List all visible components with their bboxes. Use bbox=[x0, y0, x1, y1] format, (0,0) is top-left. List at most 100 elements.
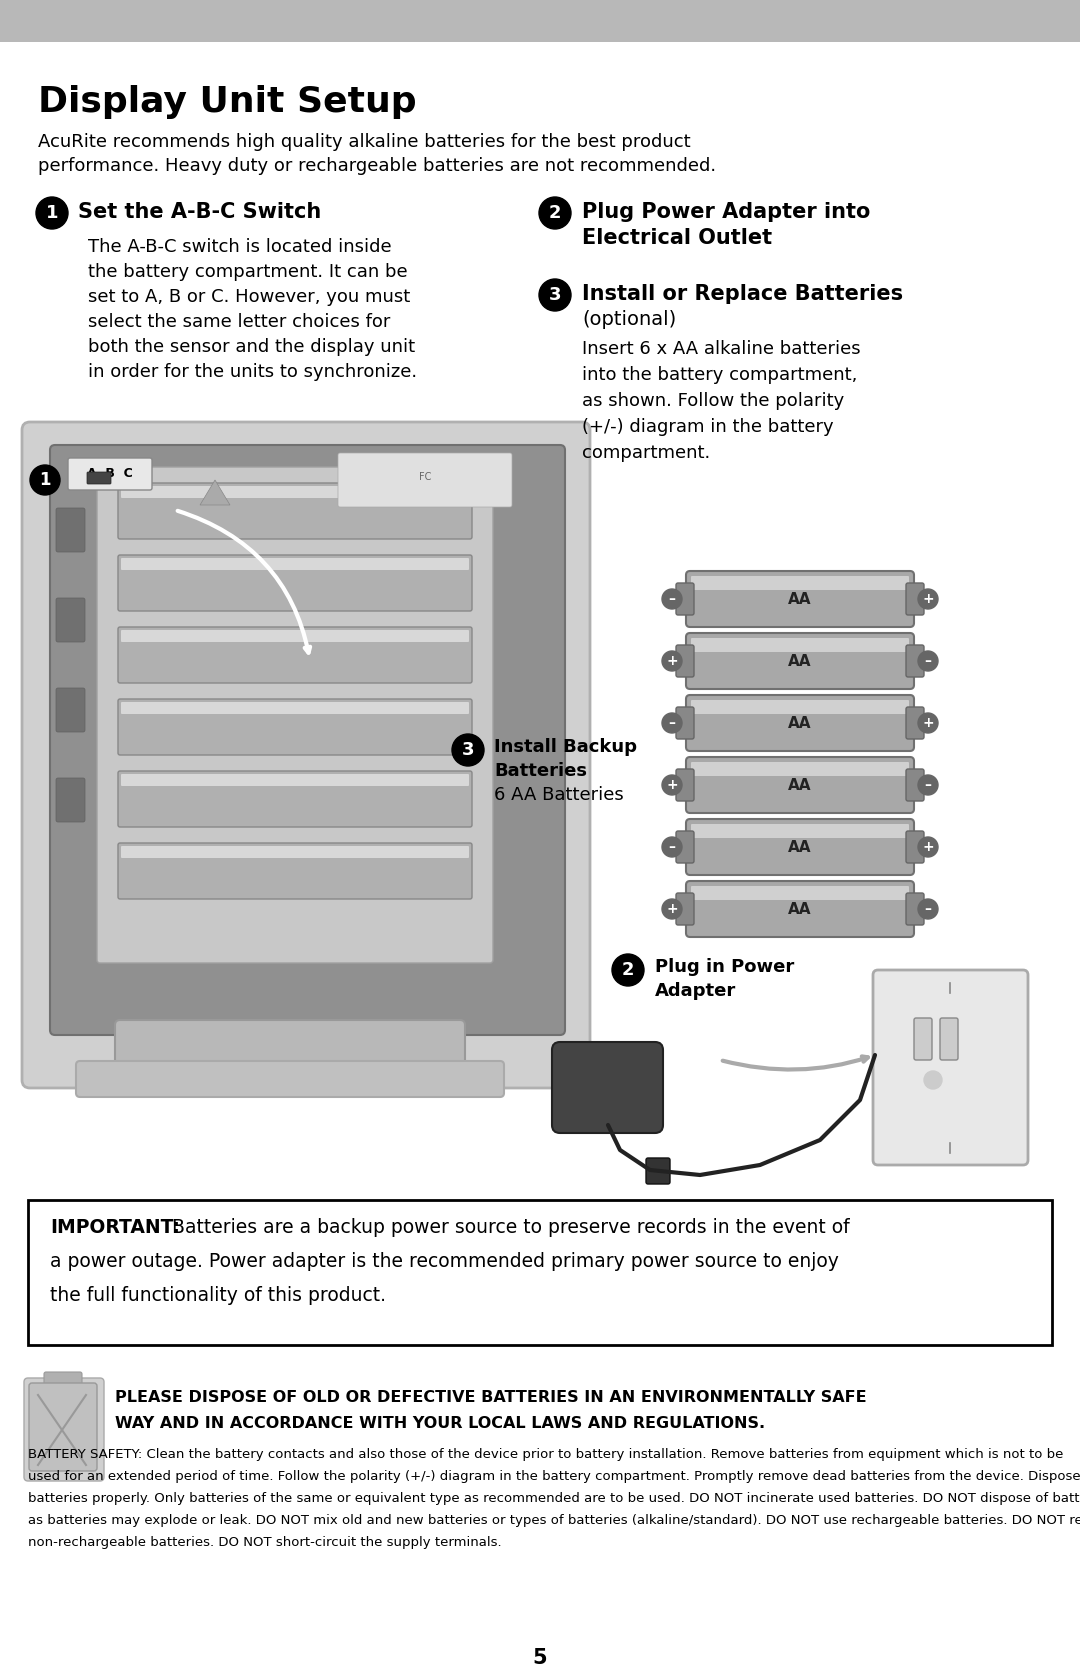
Text: AA: AA bbox=[788, 778, 812, 793]
Text: 1: 1 bbox=[45, 204, 58, 222]
FancyBboxPatch shape bbox=[121, 557, 469, 571]
FancyBboxPatch shape bbox=[914, 1018, 932, 1060]
FancyBboxPatch shape bbox=[676, 769, 694, 801]
FancyBboxPatch shape bbox=[56, 688, 85, 733]
Text: The A-B-C switch is located inside: The A-B-C switch is located inside bbox=[87, 239, 392, 255]
FancyBboxPatch shape bbox=[44, 1372, 82, 1389]
FancyBboxPatch shape bbox=[940, 1018, 958, 1060]
FancyBboxPatch shape bbox=[906, 831, 924, 863]
Text: Electrical Outlet: Electrical Outlet bbox=[582, 229, 772, 249]
FancyBboxPatch shape bbox=[676, 893, 694, 925]
FancyBboxPatch shape bbox=[121, 774, 469, 786]
Text: –: – bbox=[924, 901, 931, 916]
Text: 1: 1 bbox=[39, 471, 51, 489]
FancyBboxPatch shape bbox=[906, 708, 924, 739]
FancyBboxPatch shape bbox=[691, 699, 909, 714]
Circle shape bbox=[924, 1071, 942, 1088]
FancyBboxPatch shape bbox=[50, 446, 565, 1035]
Circle shape bbox=[918, 774, 939, 794]
Text: non-rechargeable batteries. DO NOT short-circuit the supply terminals.: non-rechargeable batteries. DO NOT short… bbox=[28, 1535, 501, 1549]
Text: Plug Power Adapter into: Plug Power Adapter into bbox=[582, 202, 870, 222]
FancyBboxPatch shape bbox=[686, 694, 914, 751]
Text: Insert 6 x AA alkaline batteries: Insert 6 x AA alkaline batteries bbox=[582, 340, 861, 357]
Circle shape bbox=[918, 713, 939, 733]
Text: Install Backup: Install Backup bbox=[494, 738, 637, 756]
FancyBboxPatch shape bbox=[24, 1379, 104, 1480]
FancyBboxPatch shape bbox=[686, 758, 914, 813]
Text: set to A, B or C. However, you must: set to A, B or C. However, you must bbox=[87, 289, 410, 305]
Text: into the battery compartment,: into the battery compartment, bbox=[582, 366, 858, 384]
FancyBboxPatch shape bbox=[686, 633, 914, 689]
Text: Install or Replace Batteries: Install or Replace Batteries bbox=[582, 284, 903, 304]
Circle shape bbox=[918, 900, 939, 920]
Text: –: – bbox=[669, 840, 675, 855]
FancyBboxPatch shape bbox=[76, 1061, 504, 1097]
Text: performance. Heavy duty or rechargeable batteries are not recommended.: performance. Heavy duty or rechargeable … bbox=[38, 157, 716, 175]
FancyBboxPatch shape bbox=[87, 472, 111, 484]
FancyBboxPatch shape bbox=[118, 699, 472, 754]
Circle shape bbox=[662, 774, 681, 794]
FancyBboxPatch shape bbox=[56, 598, 85, 643]
Circle shape bbox=[662, 589, 681, 609]
FancyBboxPatch shape bbox=[56, 507, 85, 552]
FancyBboxPatch shape bbox=[676, 831, 694, 863]
Text: Display Unit Setup: Display Unit Setup bbox=[38, 85, 417, 118]
Circle shape bbox=[30, 466, 60, 496]
Text: BATTERY SAFETY: Clean the battery contacts and also those of the device prior to: BATTERY SAFETY: Clean the battery contac… bbox=[28, 1449, 1064, 1460]
Text: as shown. Follow the polarity: as shown. Follow the polarity bbox=[582, 392, 845, 411]
Text: in order for the units to synchronize.: in order for the units to synchronize. bbox=[87, 362, 417, 381]
Circle shape bbox=[918, 589, 939, 609]
Text: PLEASE DISPOSE OF OLD OR DEFECTIVE BATTERIES IN AN ENVIRONMENTALLY SAFE: PLEASE DISPOSE OF OLD OR DEFECTIVE BATTE… bbox=[114, 1390, 866, 1405]
Text: AA: AA bbox=[788, 654, 812, 669]
FancyBboxPatch shape bbox=[646, 1158, 670, 1183]
Text: WAY AND IN ACCORDANCE WITH YOUR LOCAL LAWS AND REGULATIONS.: WAY AND IN ACCORDANCE WITH YOUR LOCAL LA… bbox=[114, 1415, 765, 1430]
FancyBboxPatch shape bbox=[552, 1041, 663, 1133]
Text: –: – bbox=[669, 592, 675, 606]
Text: A  B  C: A B C bbox=[87, 467, 133, 481]
FancyBboxPatch shape bbox=[686, 819, 914, 875]
FancyBboxPatch shape bbox=[691, 763, 909, 776]
Circle shape bbox=[662, 651, 681, 671]
FancyBboxPatch shape bbox=[906, 582, 924, 614]
Circle shape bbox=[918, 651, 939, 671]
FancyBboxPatch shape bbox=[118, 556, 472, 611]
Text: the battery compartment. It can be: the battery compartment. It can be bbox=[87, 264, 407, 280]
Text: AcuRite recommends high quality alkaline batteries for the best product: AcuRite recommends high quality alkaline… bbox=[38, 134, 690, 150]
FancyBboxPatch shape bbox=[676, 708, 694, 739]
Text: 3: 3 bbox=[549, 285, 562, 304]
Text: +: + bbox=[666, 654, 678, 668]
Text: AA: AA bbox=[788, 901, 812, 916]
Text: a power outage. Power adapter is the recommended primary power source to enjoy: a power outage. Power adapter is the rec… bbox=[50, 1252, 839, 1272]
Text: 6 AA Batteries: 6 AA Batteries bbox=[494, 786, 624, 804]
FancyBboxPatch shape bbox=[28, 1200, 1052, 1345]
Text: 3: 3 bbox=[462, 741, 474, 759]
FancyBboxPatch shape bbox=[121, 846, 469, 858]
Circle shape bbox=[662, 713, 681, 733]
Text: 2: 2 bbox=[549, 204, 562, 222]
FancyBboxPatch shape bbox=[906, 893, 924, 925]
Circle shape bbox=[662, 900, 681, 920]
FancyBboxPatch shape bbox=[56, 778, 85, 823]
FancyBboxPatch shape bbox=[118, 843, 472, 900]
FancyBboxPatch shape bbox=[676, 644, 694, 678]
FancyBboxPatch shape bbox=[906, 769, 924, 801]
FancyBboxPatch shape bbox=[114, 1020, 465, 1085]
FancyBboxPatch shape bbox=[691, 638, 909, 653]
Text: batteries properly. Only batteries of the same or equivalent type as recommended: batteries properly. Only batteries of th… bbox=[28, 1492, 1080, 1505]
Circle shape bbox=[539, 197, 571, 229]
Circle shape bbox=[36, 197, 68, 229]
Circle shape bbox=[612, 955, 644, 986]
Text: used for an extended period of time. Follow the polarity (+/-) diagram in the ba: used for an extended period of time. Fol… bbox=[28, 1470, 1080, 1484]
FancyBboxPatch shape bbox=[118, 771, 472, 828]
Text: (+/-) diagram in the battery: (+/-) diagram in the battery bbox=[582, 417, 834, 436]
Text: select the same letter choices for: select the same letter choices for bbox=[87, 314, 390, 330]
FancyBboxPatch shape bbox=[68, 457, 152, 491]
FancyBboxPatch shape bbox=[121, 629, 469, 643]
Text: –: – bbox=[924, 654, 931, 668]
Circle shape bbox=[453, 734, 484, 766]
FancyBboxPatch shape bbox=[118, 482, 472, 539]
FancyBboxPatch shape bbox=[873, 970, 1028, 1165]
FancyBboxPatch shape bbox=[121, 486, 469, 497]
Text: +: + bbox=[922, 840, 934, 855]
Circle shape bbox=[662, 836, 681, 856]
